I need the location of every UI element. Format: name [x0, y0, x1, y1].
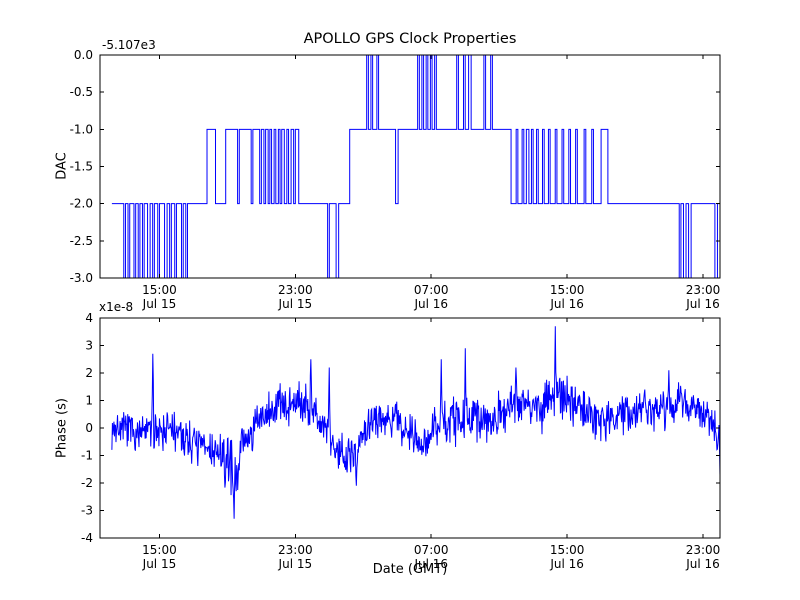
dac-y-tick-label: 0.0	[74, 48, 93, 62]
dac-axis-offset-label: -5.107e3	[102, 38, 156, 52]
phase-y-tick-label: 2	[85, 366, 93, 380]
phase-y-tick-label: 3	[85, 339, 93, 353]
dac-y-tick-label: -2.5	[70, 234, 93, 248]
dac-x-tick-label: 15:00	[550, 283, 585, 297]
dac-x-tick-label: Jul 15	[278, 297, 313, 311]
phase-y-tick-label: 0	[85, 421, 93, 435]
dac-y-tick-label: -3.0	[70, 271, 93, 285]
phase-y-tick-label: -2	[81, 476, 93, 490]
dac-x-tick-label: 23:00	[278, 283, 313, 297]
dac-x-tick-label: 07:00	[414, 283, 449, 297]
phase-x-tick-label: 07:00	[414, 543, 449, 557]
phase-axis-label: Phase (s)	[54, 398, 70, 458]
dac-x-tick-label: Jul 15	[142, 297, 177, 311]
phase-y-tick-label: -1	[81, 449, 93, 463]
phase-x-tick-label: 15:00	[142, 543, 177, 557]
dac-data-line	[111, 55, 720, 278]
dac-x-tick-label: 15:00	[142, 283, 177, 297]
dac-x-tick-label: Jul 16	[549, 297, 584, 311]
dac-y-tick-label: -1.0	[70, 122, 93, 136]
phase-x-tick-label: Jul 16	[685, 557, 720, 571]
dac-y-tick-label: -0.5	[70, 85, 93, 99]
phase-x-tick-label: Jul 16	[413, 557, 448, 571]
phase-y-tick-label: 1	[85, 394, 93, 408]
phase-x-tick-label: 23:00	[278, 543, 313, 557]
phase-y-tick-label: -3	[81, 504, 93, 518]
chart-title: APOLLO GPS Clock Properties	[303, 31, 517, 47]
phase-y-tick-label: -4	[81, 531, 93, 545]
dac-axis-label: DAC	[54, 152, 70, 180]
phase-x-tick-label: Jul 15	[278, 557, 313, 571]
dac-x-tick-label: Jul 16	[413, 297, 448, 311]
dac-x-tick-label: Jul 16	[685, 297, 720, 311]
phase-axis-scale-label: x1e-8	[99, 300, 134, 314]
phase-x-tick-label: Jul 16	[549, 557, 584, 571]
phase-x-tick-label: 23:00	[686, 543, 721, 557]
phase-y-tick-label: 4	[85, 311, 93, 325]
phase-x-tick-label: 15:00	[550, 543, 585, 557]
dac-y-tick-label: -2.0	[70, 197, 93, 211]
dac-axes-frame	[99, 54, 721, 279]
dac-x-tick-label: 23:00	[686, 283, 721, 297]
phase-data-line	[111, 326, 720, 519]
phase-x-tick-label: Jul 15	[142, 557, 177, 571]
date-axis-label: Date (GMT)	[372, 562, 448, 577]
dac-y-tick-label: -1.5	[70, 160, 93, 174]
